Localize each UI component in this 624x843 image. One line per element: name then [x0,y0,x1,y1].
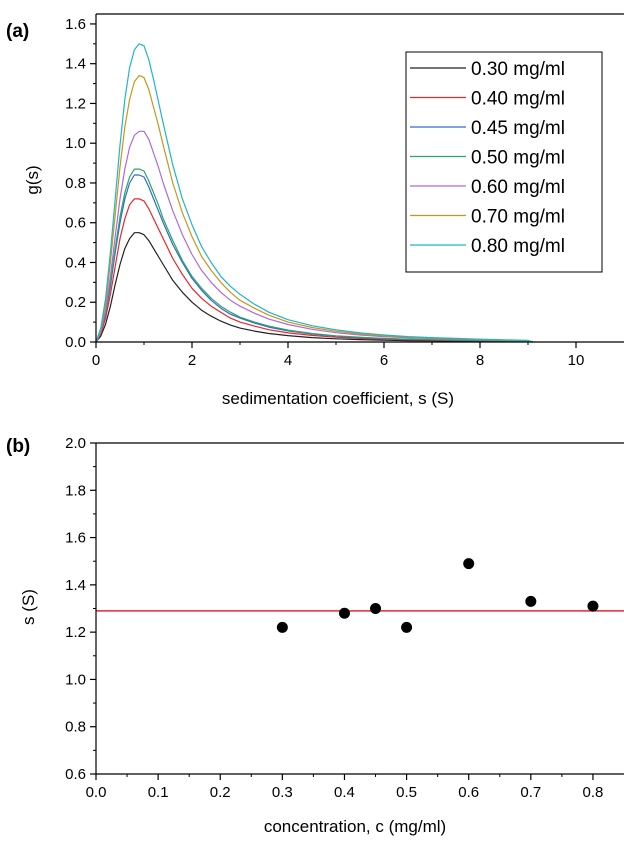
data-point [276,621,288,633]
panel-a-x-tick-label: 4 [284,352,292,369]
panel-a-y-tick-label: 0.0 [65,334,86,351]
panel-a-y-tick-label: 0.8 [65,175,86,192]
legend-label: 0.70 mg/ml [471,207,565,228]
panel-a-line-chart: (a) 0 2 4 6 8 10 0.0 0.2 0.4 0.6 0.8 1.0 1.2 1.4 1.6 0… [6,13,624,408]
series-line [95,232,533,343]
panel-a-y-tick-label: 0.4 [65,254,86,271]
data-point [370,603,382,614]
legend-label: 0.40 mg/ml [471,89,565,110]
panel-b-x-tick-label: 0.1 [148,784,169,801]
panel-b-y-tick-label: 2.0 [65,435,86,452]
legend-label: 0.30 mg/ml [471,59,565,80]
data-point [463,558,475,570]
panel-a-x-tick-label: 6 [380,352,388,369]
legend-box [405,51,603,273]
panel-b-x-axis-label: concentration, c (mg/ml) [264,817,446,836]
panel-b-y-axis-label: s (S) [19,589,38,625]
panel-a-y-tick-label: 1.2 [65,95,86,112]
panel-b-x-tick-label: 0.5 [396,784,417,801]
panel-a-y-tick-label: 1.0 [65,135,86,152]
panel-a-y-tick-label: 0.2 [65,294,86,311]
panel-a-series-lines [95,43,533,343]
legend-label: 0.80 mg/ml [471,236,565,257]
panel-a-x-tick-label: 8 [476,352,484,369]
series-line [95,168,533,343]
data-point [587,600,599,612]
panel-b-y-tick-label: 1.2 [65,624,86,641]
legend-label: 0.60 mg/ml [471,177,565,198]
panel-b-x-tick-label: 0.8 [583,784,604,801]
panel-b-x-tick-label: 0.6 [458,784,479,801]
panel-a-x-tick-label: 2 [188,352,196,369]
panel-b-y-tick-label: 1.0 [65,671,86,688]
panel-b-x-tick-label: 0.4 [334,784,355,801]
panel-a-y-axis-label: g(s) [23,165,42,194]
legend-label: 0.45 mg/ml [471,118,565,139]
panel-a-label: (a) [6,21,29,42]
data-point [401,621,413,633]
panel-a-y-tick-label: 0.6 [65,215,86,232]
panel-a-y-tick-label: 1.6 [65,16,86,33]
panel-b-x-tick-label: 0.0 [86,784,107,801]
panel-b-x-tick-label: 0.2 [210,784,231,801]
data-point [338,607,350,619]
panel-b-scatter-chart: (b) 0.0 0.1 0.2 0.3 0.4 0.5 0.6 0.7 0.8 0.6 0.8 1.0… [6,435,624,836]
panel-a-axes: 0 2 4 6 8 10 0.0 0.2 0.4 0.6 0.8 1.0 1.2 1.4 1.6 [65,13,624,369]
series-line [95,43,533,343]
panel-b-y-tick-label: 1.6 [65,530,86,547]
panel-b-y-tick-label: 1.8 [65,482,86,499]
panel-a-x-axis-label: sedimentation coefficient, s (S) [222,389,454,408]
panel-b-data-points [276,558,599,633]
panel-a-x-tick-label: 0 [92,352,100,369]
legend-label: 0.50 mg/ml [471,148,565,169]
panel-b-x-tick-label: 0.3 [272,784,293,801]
panel-b-axes: 0.0 0.1 0.2 0.3 0.4 0.5 0.6 0.7 0.8 0.6 0.8 1.0 1.2 1… [65,435,624,801]
panel-a-x-tick-label: 10 [568,352,585,369]
panel-b-y-tick-label: 0.8 [65,719,86,736]
panel-b-x-tick-label: 0.7 [520,784,541,801]
panel-a-y-tick-label: 1.4 [65,56,86,73]
panel-b-y-tick-label: 1.4 [65,577,86,594]
panel-b-y-tick-label: 0.6 [65,766,86,783]
panel-a-legend: 0.30 mg/ml 0.40 mg/ml 0.45 mg/ml 0.50 mg/ml… [405,51,603,273]
panel-b-label: (b) [6,436,30,457]
data-point [525,595,537,607]
